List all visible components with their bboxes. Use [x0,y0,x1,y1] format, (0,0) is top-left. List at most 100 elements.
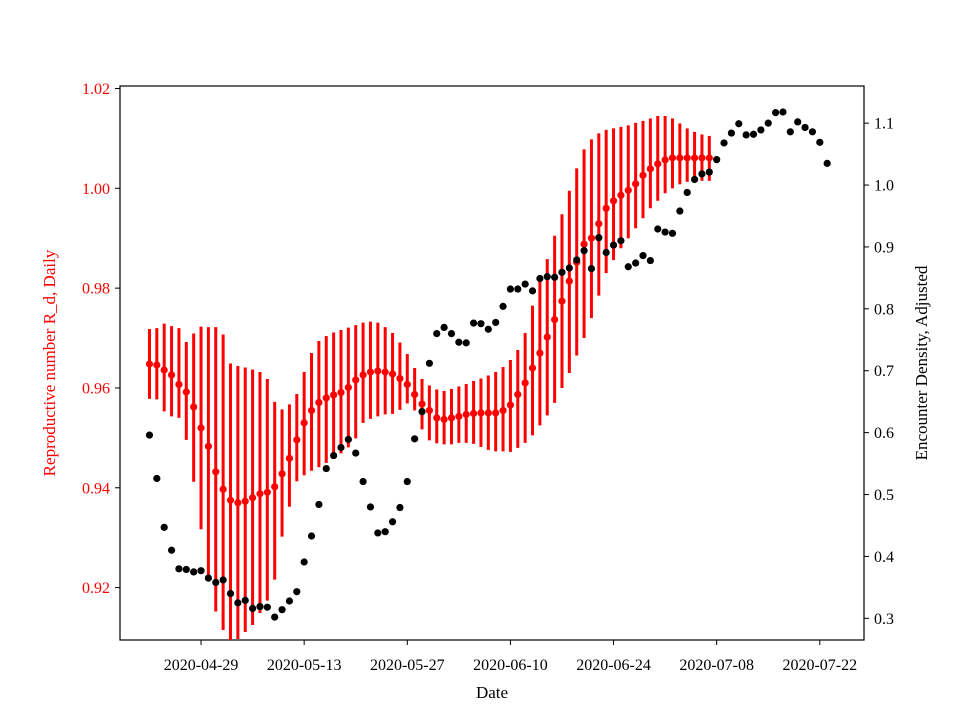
left-tick-label: 0.92 [82,580,110,597]
right-tick-label: 0.6 [874,425,894,442]
r-point [352,376,360,384]
density-point [366,503,375,511]
left-tick-label: 0.94 [82,480,110,497]
density-point [307,532,316,540]
density-point [374,529,382,537]
density-point [587,265,596,273]
density-point [661,228,669,236]
density-point [293,588,301,596]
density-point [617,237,625,245]
density-point [764,119,772,127]
r-point [322,394,330,402]
r-point [499,406,507,415]
density-point [344,435,352,444]
density-point [271,613,279,621]
density-point [455,338,463,346]
density-point [499,302,507,310]
density-point [551,273,559,281]
density-point [352,449,360,457]
density-point [772,109,780,117]
r-point [315,398,323,407]
x-tick-label: 2020-07-08 [679,657,754,674]
left-y-axis: 0.92 0.94 0.96 0.98 1.00 1.02 [82,81,120,597]
density-point [632,259,640,267]
r-point [477,409,485,417]
r-point [219,485,227,493]
density-point [300,558,308,566]
density-point [226,589,235,598]
density-point [595,234,603,242]
density-point [735,120,743,128]
r-point [307,406,316,415]
density-point [388,518,397,526]
density-point [418,407,426,416]
r-point [433,414,441,422]
x-tick-label: 2020-06-10 [473,657,548,674]
right-tick-label: 1.1 [874,116,894,133]
r-point [271,483,279,491]
density-point [514,285,522,293]
r-point [536,349,544,357]
density-point [204,574,212,582]
density-point [469,319,478,327]
density-point [705,168,713,176]
density-point [433,329,441,338]
r-point [462,410,470,419]
r-point [492,409,500,417]
right-tick-label: 0.3 [874,611,894,628]
density-point [668,229,677,237]
reproductive-number-series [145,115,713,640]
density-point [676,207,684,215]
density-point [786,128,794,136]
density-point [558,268,566,276]
r-point [190,403,198,411]
r-point [418,400,426,408]
r-point [411,390,419,399]
r-point [248,494,257,502]
r-point [558,297,566,305]
left-tick-label: 1.02 [82,81,110,98]
density-point [543,273,551,281]
density-point [153,474,161,483]
density-point [757,126,765,134]
r-point [440,415,448,423]
density-point [160,523,168,531]
right-tick-label: 0.7 [874,363,894,380]
r-point [396,374,404,383]
density-point [167,546,176,554]
r-point [374,367,382,375]
density-point [816,138,824,146]
r-point [551,315,559,324]
density-point [359,477,367,486]
density-point [440,323,448,332]
density-point [447,329,456,338]
density-point [536,274,544,283]
density-point [381,528,389,536]
r-point [337,388,345,397]
density-point [565,264,573,272]
density-point [248,604,257,613]
right-axis-label: Encounter Density, Adjusted [912,265,931,460]
r-point [514,390,522,399]
r-point [595,220,603,228]
r-point [668,154,677,162]
left-tick-label: 1.00 [82,181,110,198]
density-point [683,188,691,197]
r-point [388,370,397,378]
r-point [447,414,456,422]
r-point [705,154,713,162]
density-point [609,241,618,249]
x-tick-label: 2020-06-24 [576,657,651,674]
density-point [315,500,323,509]
density-point [256,602,264,611]
r-point [587,234,596,242]
r-point [153,361,161,369]
r-point [455,412,463,421]
density-point [197,567,205,575]
right-tick-label: 0.9 [874,239,894,256]
r-point [565,277,573,285]
density-point [749,130,758,138]
density-point [521,280,529,288]
x-tick-label: 2020-05-27 [370,657,445,674]
